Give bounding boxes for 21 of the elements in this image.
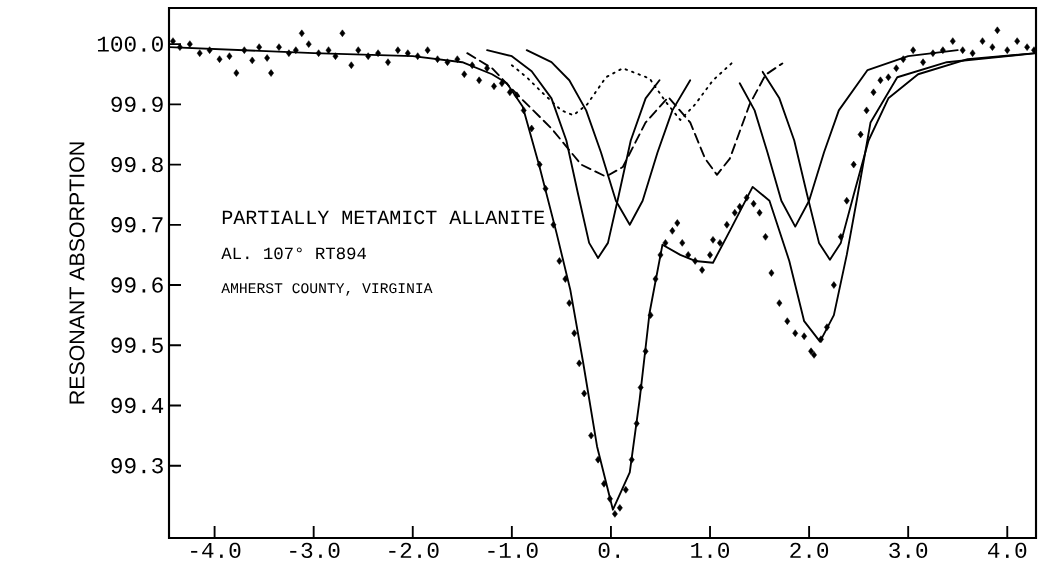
annotation: AMHERST COUNTY, VIRGINIA [221, 283, 433, 296]
annotation: AL. 107° RT894 [221, 247, 367, 260]
annotation: PARTIALLY METAMICT ALLANITE [222, 210, 545, 225]
x-tick-label: -4.0 [191, 542, 241, 559]
x-tick-label: 0. [598, 542, 620, 559]
y-tick-label: 99.3 [111, 458, 163, 474]
y-tick-label: 99.5 [111, 337, 163, 353]
y-tick-label: 99.6 [111, 277, 163, 293]
y-tick-label: 99.9 [111, 96, 163, 113]
y-tick-label: 99.4 [111, 397, 164, 414]
y-tick-label: 99.7 [111, 217, 163, 233]
x-tick-label: 3.0 [889, 542, 928, 559]
x-tick-label: 2.0 [790, 542, 829, 559]
x-tick-label: -3.0 [290, 542, 340, 559]
y-tick-label: 99.8 [111, 156, 163, 173]
x-tick-label: 4.0 [988, 542, 1027, 559]
x-tick-label: -2.0 [389, 542, 439, 559]
x-tick-label: -1.0 [488, 542, 538, 559]
y-axis-title: RESONANT ABSORPTION [69, 142, 85, 404]
y-tick-label: 100.0 [97, 36, 163, 52]
x-tick-label: 1.0 [691, 542, 730, 559]
